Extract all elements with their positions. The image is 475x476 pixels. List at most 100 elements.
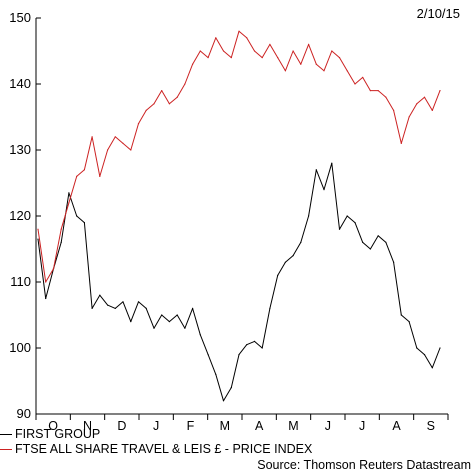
data-point	[408, 321, 410, 323]
data-point	[161, 314, 163, 316]
data-point	[192, 63, 194, 65]
y-tick-label: 140	[9, 76, 31, 91]
data-point	[222, 400, 225, 402]
data-point	[277, 274, 279, 276]
x-tick-label: M	[288, 419, 298, 433]
y-tick-label: 100	[9, 340, 31, 355]
data-point	[423, 96, 426, 98]
data-point	[362, 241, 364, 243]
data-point	[153, 327, 155, 329]
data-point	[408, 116, 410, 118]
data-point	[416, 103, 418, 105]
data-point	[60, 241, 62, 243]
data-point	[269, 307, 271, 309]
data-point	[377, 90, 379, 92]
data-point	[300, 241, 302, 243]
data-point	[60, 228, 62, 230]
data-point	[253, 50, 256, 52]
data-point	[168, 321, 170, 323]
x-tick-label: A	[392, 419, 401, 433]
legend-swatch	[0, 434, 12, 435]
data-point	[261, 347, 263, 349]
data-point	[385, 241, 387, 243]
data-point	[99, 294, 101, 296]
data-point	[184, 327, 186, 329]
source-note: Source: Thomson Reuters Datastream	[257, 458, 471, 472]
data-point	[230, 387, 232, 389]
data-point	[400, 142, 402, 144]
x-tick-label: D	[117, 419, 126, 433]
data-point	[76, 215, 78, 217]
x-tick-label: J	[359, 419, 365, 433]
data-point	[238, 354, 240, 356]
data-point	[246, 344, 248, 346]
legend-label: FIRST GROUP	[15, 427, 101, 441]
data-point	[308, 43, 310, 46]
data-point	[369, 248, 371, 250]
data-point	[423, 354, 426, 356]
data-point	[246, 37, 248, 39]
y-tick-label: 150	[9, 10, 31, 25]
data-point	[292, 255, 294, 257]
data-point	[439, 90, 441, 92]
data-point	[76, 175, 78, 177]
data-point	[99, 175, 101, 177]
series-line	[37, 30, 441, 283]
data-point	[215, 37, 217, 39]
data-point	[261, 57, 263, 59]
data-point	[83, 222, 85, 224]
data-point	[207, 57, 209, 59]
data-point	[45, 297, 47, 300]
data-point	[300, 63, 302, 65]
data-point	[385, 96, 387, 98]
y-tick-label: 130	[9, 142, 31, 157]
data-point	[91, 307, 93, 309]
data-point	[184, 83, 186, 85]
x-tick-label: S	[427, 419, 435, 433]
data-point	[354, 222, 356, 224]
data-point	[277, 57, 279, 59]
data-point	[192, 307, 194, 309]
data-point	[308, 215, 310, 217]
data-point	[284, 261, 286, 263]
data-point	[137, 301, 140, 303]
data-point	[52, 268, 55, 270]
data-point	[145, 307, 147, 309]
data-point	[91, 136, 93, 138]
data-point	[114, 136, 116, 138]
data-point	[107, 304, 109, 306]
data-point	[315, 63, 317, 65]
date-label: 2/10/15	[416, 6, 460, 21]
data-point	[393, 109, 395, 111]
data-point	[83, 169, 85, 171]
data-point	[238, 30, 240, 32]
series-layer	[37, 30, 441, 402]
x-tick-label: N	[83, 419, 92, 433]
data-point	[338, 57, 341, 59]
data-point	[315, 169, 317, 171]
x-tick-label: J	[325, 419, 331, 433]
legend-swatch	[0, 449, 12, 450]
data-point	[215, 373, 217, 375]
data-point	[369, 90, 371, 92]
data-point	[269, 43, 271, 46]
data-point	[199, 334, 201, 336]
x-tick-label: A	[255, 419, 264, 433]
x-tick-label: F	[187, 419, 195, 433]
data-point	[400, 314, 402, 316]
data-point	[130, 149, 132, 151]
y-tick-label: 120	[9, 208, 31, 223]
data-point	[346, 215, 348, 217]
data-point	[222, 50, 225, 52]
data-point	[323, 70, 325, 72]
data-point	[45, 281, 47, 283]
data-point	[230, 57, 232, 59]
data-point	[176, 314, 178, 316]
data-point	[377, 235, 379, 237]
y-tick-label: 110	[10, 274, 31, 289]
data-point	[331, 50, 333, 52]
data-point	[68, 202, 70, 204]
data-point	[207, 354, 209, 356]
data-point	[354, 83, 356, 85]
